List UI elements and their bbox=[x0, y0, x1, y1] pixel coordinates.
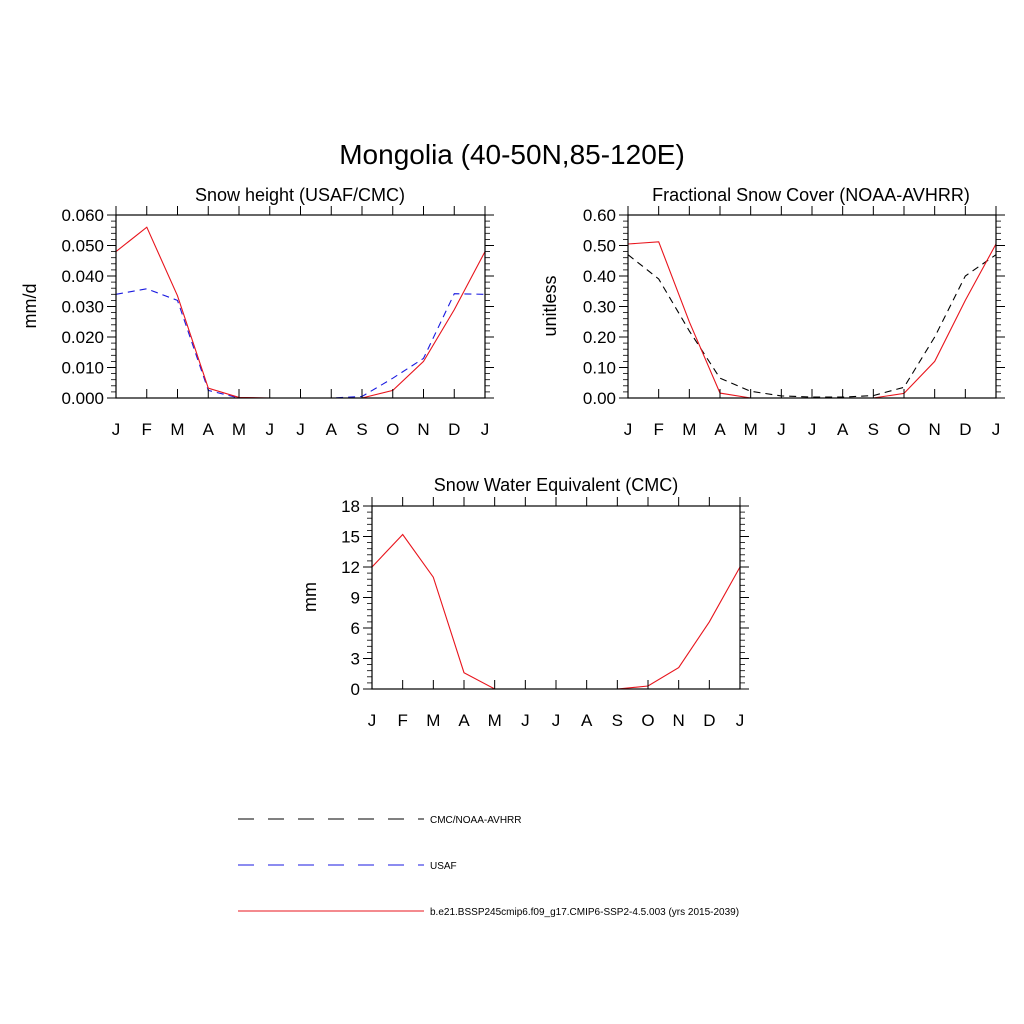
x-tick-label: D bbox=[959, 420, 971, 439]
panel-title: Snow height (USAF/CMC) bbox=[195, 185, 405, 205]
series-line-cmc bbox=[627, 254, 997, 398]
plot-frame bbox=[115, 214, 486, 399]
x-tick-label: N bbox=[417, 420, 429, 439]
x-tick-label: J bbox=[266, 420, 275, 439]
legend: CMC/NOAA-AVHRR USAF b.e21.BSSP245cmip6.f… bbox=[238, 815, 739, 918]
legend-item: USAF bbox=[238, 861, 457, 872]
y-tick-label: 0.040 bbox=[61, 267, 104, 286]
x-tick-label: F bbox=[397, 711, 407, 730]
y-tick-label: 12 bbox=[341, 558, 360, 577]
x-tick-label: O bbox=[386, 420, 399, 439]
y-tick-label: 0.030 bbox=[61, 298, 104, 317]
x-tick-label: J bbox=[296, 420, 305, 439]
y-tick-label: 18 bbox=[341, 497, 360, 516]
snow-cover-panel: Fractional Snow Cover (NOAA-AVHRR) unitl… bbox=[540, 185, 1005, 439]
x-tick-label: J bbox=[777, 420, 786, 439]
y-tick-label: 0.30 bbox=[583, 298, 616, 317]
y-tick-label: 0 bbox=[351, 680, 360, 699]
x-tick-label: J bbox=[521, 711, 530, 730]
x-tick-label: A bbox=[837, 420, 849, 439]
figure-title: Mongolia (40-50N,85-120E) bbox=[339, 139, 685, 170]
x-tick-label: J bbox=[624, 420, 633, 439]
series-line-b bbox=[115, 226, 486, 399]
y-tick-label: 0.00 bbox=[583, 389, 616, 408]
y-tick-label: 0.060 bbox=[61, 206, 104, 225]
panel-title: Snow Water Equivalent (CMC) bbox=[434, 475, 678, 495]
x-tick-label: A bbox=[581, 711, 593, 730]
x-tick-label: O bbox=[641, 711, 654, 730]
y-axis-label: unitless bbox=[540, 275, 560, 336]
y-tick-label: 0.50 bbox=[583, 237, 616, 256]
y-axis-label: mm bbox=[300, 582, 320, 612]
x-tick-label: A bbox=[203, 420, 215, 439]
y-tick-label: 15 bbox=[341, 528, 360, 547]
x-tick-label: M bbox=[232, 420, 246, 439]
x-tick-label: J bbox=[808, 420, 817, 439]
y-tick-label: 0.20 bbox=[583, 328, 616, 347]
x-tick-label: M bbox=[426, 711, 440, 730]
plot-frame bbox=[371, 505, 741, 690]
legend-label: CMC/NOAA-AVHRR bbox=[430, 815, 521, 826]
y-tick-label: 0.020 bbox=[61, 328, 104, 347]
x-tick-label: D bbox=[703, 711, 715, 730]
y-tick-label: 0.10 bbox=[583, 359, 616, 378]
panel-title: Fractional Snow Cover (NOAA-AVHRR) bbox=[652, 185, 970, 205]
x-tick-label: A bbox=[714, 420, 726, 439]
x-tick-label: A bbox=[326, 420, 338, 439]
x-tick-label: S bbox=[356, 420, 367, 439]
y-tick-label: 6 bbox=[351, 619, 360, 638]
x-tick-label: O bbox=[897, 420, 910, 439]
legend-label: USAF bbox=[430, 861, 457, 872]
series-line-b bbox=[371, 533, 741, 690]
y-tick-label: 9 bbox=[351, 589, 360, 608]
x-tick-label: N bbox=[673, 711, 685, 730]
x-tick-label: F bbox=[142, 420, 152, 439]
x-tick-label: M bbox=[170, 420, 184, 439]
x-tick-label: D bbox=[448, 420, 460, 439]
legend-item: b.e21.BSSP245cmip6.f09_g17.CMIP6-SSP2-4.… bbox=[238, 907, 739, 918]
x-tick-label: S bbox=[868, 420, 879, 439]
legend-item: CMC/NOAA-AVHRR bbox=[238, 815, 521, 826]
x-tick-label: F bbox=[653, 420, 663, 439]
x-tick-label: J bbox=[368, 711, 377, 730]
y-tick-label: 0.010 bbox=[61, 359, 104, 378]
x-tick-label: M bbox=[744, 420, 758, 439]
y-tick-label: 0.40 bbox=[583, 267, 616, 286]
x-tick-label: M bbox=[488, 711, 502, 730]
series-line-usaf bbox=[115, 288, 486, 399]
x-tick-label: J bbox=[992, 420, 1001, 439]
x-tick-label: A bbox=[458, 711, 470, 730]
x-tick-label: J bbox=[552, 711, 561, 730]
legend-label: b.e21.BSSP245cmip6.f09_g17.CMIP6-SSP2-4.… bbox=[430, 907, 739, 918]
x-tick-label: N bbox=[929, 420, 941, 439]
y-axis-label: mm/d bbox=[20, 284, 40, 329]
y-tick-label: 0.000 bbox=[61, 389, 104, 408]
x-tick-label: S bbox=[612, 711, 623, 730]
y-tick-label: 0.050 bbox=[61, 237, 104, 256]
x-tick-label: M bbox=[682, 420, 696, 439]
x-tick-label: J bbox=[736, 711, 745, 730]
y-tick-label: 0.60 bbox=[583, 206, 616, 225]
y-tick-label: 3 bbox=[351, 650, 360, 669]
x-tick-label: J bbox=[112, 420, 121, 439]
x-tick-label: J bbox=[481, 420, 490, 439]
